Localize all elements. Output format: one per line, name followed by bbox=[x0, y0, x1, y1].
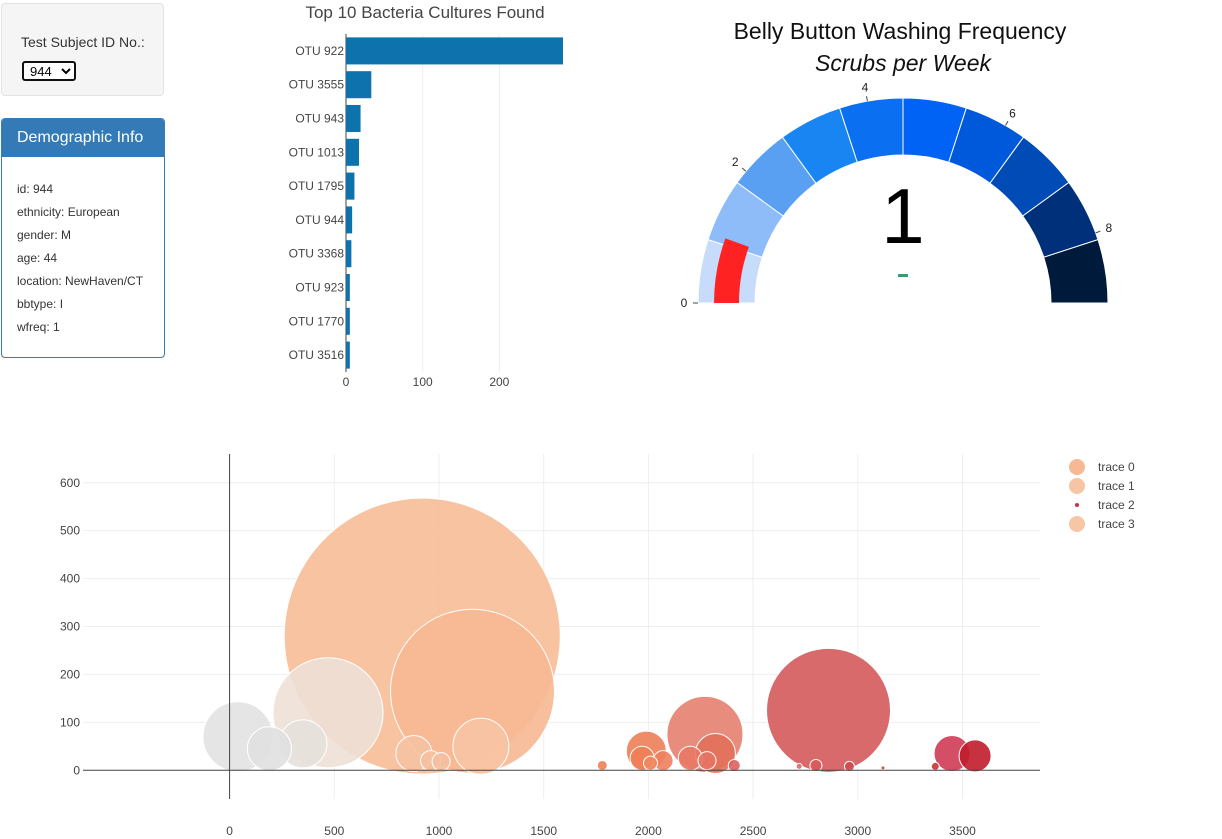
gauge-tick-mark bbox=[866, 96, 868, 102]
bubble-x-tick-label: 3000 bbox=[844, 824, 871, 838]
subject-id-select[interactable]: 944 bbox=[22, 61, 76, 81]
gauge-tick-label: 2 bbox=[732, 155, 739, 169]
gauge-value-bar bbox=[714, 238, 749, 303]
bubble-x-tick-label: 2500 bbox=[740, 824, 767, 838]
legend-marker bbox=[1069, 478, 1085, 494]
bubble bbox=[880, 765, 886, 771]
bubble-y-tick-label: 500 bbox=[60, 524, 80, 538]
bubble-x-tick-label: 1500 bbox=[530, 824, 557, 838]
gauge-tick-label: 4 bbox=[862, 80, 869, 94]
demographic-row-wfreq: wfreq: 1 bbox=[17, 320, 60, 334]
bubble-y-tick-label: 400 bbox=[60, 572, 80, 586]
bubble-y-tick-label: 300 bbox=[60, 620, 80, 634]
bubble bbox=[431, 752, 451, 772]
bubble-y-tick-label: 100 bbox=[60, 715, 80, 729]
gauge-tick-label: 8 bbox=[1105, 221, 1112, 235]
gauge-chart: Belly Button Washing Frequency Scrubs pe… bbox=[681, 18, 1113, 310]
bubble-x-tick-label: 0 bbox=[226, 824, 233, 838]
bubble-chart: 0 500 1000 1500 2000 2500 3000 3500 0 100 200 300 40… bbox=[60, 454, 1135, 838]
subject-selector-panel: Test Subject ID No.: 944 bbox=[1, 3, 164, 96]
bubble bbox=[809, 758, 823, 772]
demographic-row-location: location: NewHaven/CT bbox=[17, 274, 144, 288]
bubble-x-tick-label: 500 bbox=[324, 824, 344, 838]
legend-label: trace 3 bbox=[1098, 517, 1135, 531]
legend-label: trace 0 bbox=[1098, 460, 1135, 474]
bar-category-label: OTU 1770 bbox=[289, 314, 345, 328]
gauge-tick-label: 6 bbox=[1009, 106, 1016, 120]
bar-category-label: OTU 3516 bbox=[289, 348, 345, 362]
demographic-row-gender: gender: M bbox=[17, 228, 72, 242]
demographic-row-bbtype: bbtype: I bbox=[17, 297, 64, 311]
demographic-panel-title: Demographic Info bbox=[2, 119, 164, 157]
bubble bbox=[452, 717, 510, 775]
legend-label: trace 1 bbox=[1098, 479, 1135, 493]
demographic-info-list: id: 944 ethnicity: European gender: M ag… bbox=[2, 157, 164, 343]
bar-x-tick-label: 0 bbox=[343, 375, 350, 389]
bar bbox=[346, 273, 350, 302]
bubble-x-tick-label: 3500 bbox=[949, 824, 976, 838]
gauge-tick-mark bbox=[1095, 230, 1101, 234]
bubble-x-tick-label: 2000 bbox=[635, 824, 662, 838]
bar-x-tick-label: 200 bbox=[489, 375, 509, 389]
bar-x-tick-label: 100 bbox=[413, 375, 433, 389]
gauge-step bbox=[1043, 239, 1109, 304]
bar-category-label: OTU 1795 bbox=[289, 179, 345, 193]
bar-chart: Top 10 Bacteria Cultures Found OTU 922 OT… bbox=[289, 3, 563, 389]
bubble bbox=[795, 762, 803, 770]
bubble-y-tick-label: 0 bbox=[73, 763, 80, 777]
legend-label: trace 2 bbox=[1098, 498, 1135, 512]
bar bbox=[346, 307, 350, 335]
bubble bbox=[958, 739, 992, 773]
bar-category-label: OTU 923 bbox=[295, 281, 344, 295]
bar bbox=[346, 71, 372, 99]
gauge-tick-mark bbox=[1005, 120, 1009, 126]
bar-chart-title: Top 10 Bacteria Cultures Found bbox=[305, 3, 544, 22]
bubble bbox=[642, 755, 658, 771]
bubble-y-tick-label: 600 bbox=[60, 476, 80, 490]
bubble bbox=[596, 759, 608, 771]
demographic-row-age: age: 44 bbox=[17, 251, 58, 265]
bubble-y-tick-label: 200 bbox=[60, 667, 80, 681]
gauge-tick-label: 0 bbox=[681, 296, 688, 310]
bar-category-label: OTU 1013 bbox=[289, 145, 345, 159]
demographic-panel: Demographic Info id: 944 ethnicity: Euro… bbox=[1, 118, 165, 358]
gauge-value-indicator bbox=[898, 274, 908, 277]
bar bbox=[346, 104, 361, 133]
bubble bbox=[765, 647, 891, 773]
demographic-row-ethnicity: ethnicity: European bbox=[17, 205, 120, 219]
bubble-x-tick-label: 1000 bbox=[426, 824, 453, 838]
demographic-row-id: id: 944 bbox=[17, 182, 54, 196]
bubble bbox=[727, 758, 741, 772]
legend-marker bbox=[1075, 503, 1079, 507]
legend-marker bbox=[1069, 459, 1085, 475]
bar bbox=[346, 37, 563, 65]
bubble bbox=[697, 751, 717, 771]
bar bbox=[346, 172, 355, 200]
bar bbox=[346, 138, 360, 166]
gauge-title: Belly Button Washing Frequency bbox=[734, 18, 1067, 44]
bar-category-label: OTU 3555 bbox=[289, 78, 345, 92]
gauge-value: 1 bbox=[881, 172, 924, 260]
bar bbox=[346, 206, 353, 234]
gauge-subtitle: Scrubs per Week bbox=[815, 50, 992, 76]
bar-category-label: OTU 944 bbox=[295, 213, 344, 227]
bar bbox=[346, 341, 350, 369]
gauge-tick-mark bbox=[741, 167, 747, 172]
legend-marker bbox=[1069, 516, 1085, 532]
bar-category-label: OTU 3368 bbox=[289, 247, 345, 261]
bar-category-label: OTU 922 bbox=[295, 44, 344, 58]
bubble bbox=[930, 761, 940, 771]
subject-selector-label: Test Subject ID No.: bbox=[21, 34, 145, 50]
bar-category-label: OTU 943 bbox=[295, 112, 344, 126]
bubble bbox=[843, 760, 855, 772]
bar bbox=[346, 240, 352, 268]
bubble bbox=[246, 726, 292, 772]
